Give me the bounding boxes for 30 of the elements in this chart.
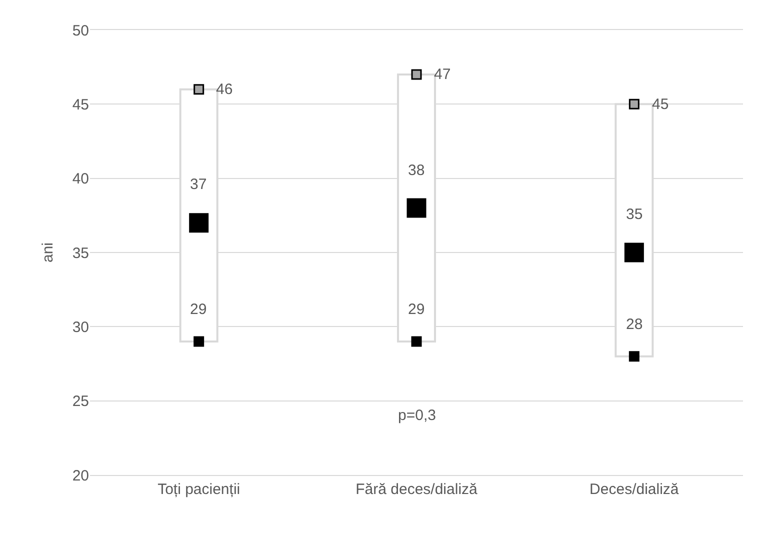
point [194, 336, 204, 347]
point [628, 98, 640, 110]
point [189, 213, 209, 233]
y-tick-label: 20 [72, 467, 89, 484]
data-label: 28 [626, 316, 643, 333]
annotation: p=0,3 [398, 407, 436, 424]
x-tick-label: Deces/dializă [590, 481, 680, 498]
y-tick-label: 35 [72, 244, 89, 262]
x-tick-label: Toți pacienții [158, 481, 240, 498]
y-axis-title: ani [40, 242, 57, 263]
data-label: 38 [408, 162, 425, 179]
y-tick-label: 50 [72, 22, 89, 40]
data-label: 29 [408, 301, 425, 318]
point [628, 351, 640, 362]
point [194, 84, 204, 95]
point [406, 198, 426, 218]
data-label: 45 [652, 96, 669, 113]
data-label: 47 [434, 66, 451, 83]
point [624, 242, 644, 262]
data-label: 35 [626, 206, 643, 223]
y-tick-label: 40 [72, 170, 89, 188]
y-tick-label: 45 [72, 96, 89, 114]
point [411, 336, 422, 347]
data-label: 37 [190, 176, 207, 193]
y-tick-label: 30 [72, 318, 89, 336]
point [411, 69, 422, 80]
data-label: 46 [216, 81, 233, 98]
data-label: 29 [190, 301, 207, 318]
y-tick-label: 25 [72, 393, 89, 410]
x-tick-label: Fără deces/dializă [356, 481, 478, 498]
